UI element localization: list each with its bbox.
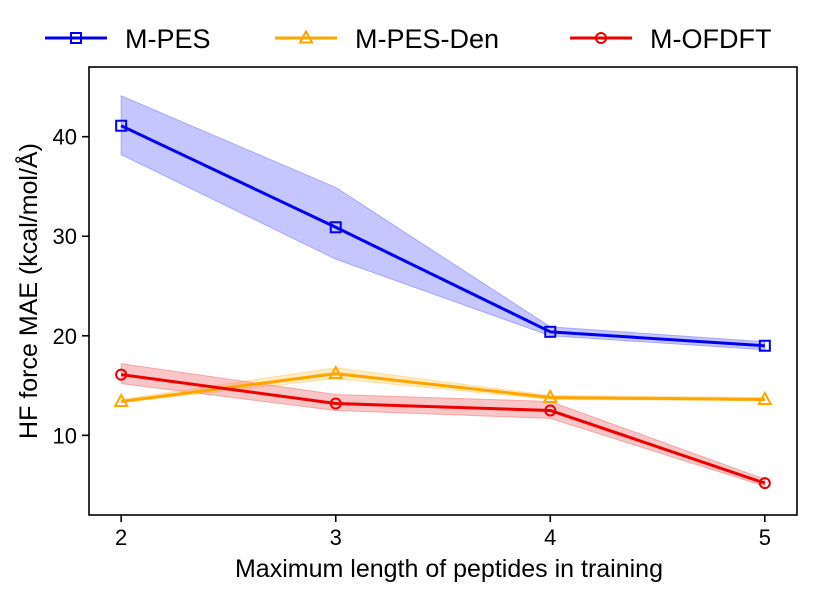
line-m-ofdft [120,373,766,485]
line-m-pes [120,124,765,348]
point-m-pes-5 [758,339,771,352]
point-m-pes-den-3 [328,365,344,380]
x-tick-label: 4 [544,525,556,550]
x-axis-title: Maximum length of peptides in training [235,555,663,583]
legend-marker-m-pes-den [298,29,314,44]
point-m-ofdft-5 [758,477,771,490]
y-tick-label: 40 [53,125,77,150]
x-axis: 2 3 4 5 [115,515,771,550]
y-tick-label: 10 [53,423,77,448]
point-m-pes-4 [544,325,557,338]
plot-frame [88,66,798,516]
y-tick-label: 30 [53,224,77,249]
x-tick-label: 3 [330,525,342,550]
legend-marker-m-ofdft [595,32,607,44]
point-m-ofdft-3 [329,397,342,410]
x-tick-label: 5 [759,525,771,550]
legend-label-m-pes: M-PES [125,24,211,54]
point-m-pes-2 [115,119,128,132]
y-tick-label: 20 [53,324,77,349]
point-m-pes-den-5 [757,390,773,406]
legend-label-m-pes-den: M-PES-Den [355,24,499,54]
series-lines [120,124,766,485]
x-tick-label: 2 [115,525,127,550]
point-m-pes-den-2 [113,392,129,408]
confidence-bands [120,95,766,487]
point-m-pes-den-4 [542,388,558,404]
legend-label-m-ofdft: M-OFDFT [650,24,771,54]
point-m-ofdft-4 [544,404,557,417]
legend: M-PES M-PES-Den M-OFDFT [45,24,771,54]
point-m-pes-3 [329,221,342,234]
legend-marker-m-pes [70,32,82,44]
band-m-pes [120,95,766,351]
point-m-ofdft-2 [115,368,128,381]
y-axis: 10 20 30 40 [53,125,89,448]
series-markers [113,119,773,490]
y-axis-title: HF force MAE (kcal/mol/Å) [13,143,43,439]
